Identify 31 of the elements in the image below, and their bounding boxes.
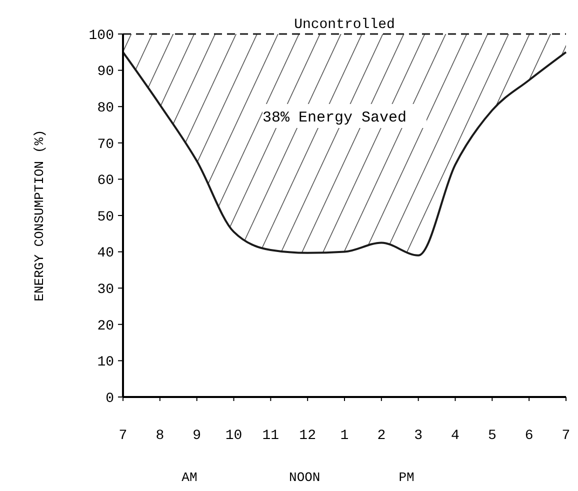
x-tick-label: 10	[225, 428, 242, 444]
y-tick-label: 30	[97, 282, 114, 298]
y-tick-label: 50	[97, 209, 114, 226]
text: PM	[398, 470, 414, 485]
x-tick-label: 7	[562, 428, 570, 444]
ref-line-label: Uncontrolled	[294, 17, 395, 33]
x-tick-label: 6	[524, 428, 534, 444]
y-tick-label: 20	[97, 318, 114, 334]
x-tick-label: 4	[451, 428, 460, 444]
text: NOON	[289, 470, 320, 485]
x-tick-label: 5	[488, 428, 496, 444]
y-tick-label: 10	[97, 354, 114, 371]
x-tick-label: 3	[414, 428, 423, 444]
y-tick-label: 100	[88, 28, 114, 44]
y-tick-label: 60	[97, 173, 114, 190]
y-tick-label: 90	[97, 64, 114, 80]
x-tick-label: 7	[118, 428, 128, 444]
annotation: 38% Energy Saved	[262, 109, 407, 126]
x-tick-label: 12	[299, 428, 316, 444]
line-series	[122, 51, 567, 256]
x-tick-label: 11	[262, 428, 280, 444]
text: AM	[182, 470, 198, 485]
y-tick-label: 70	[97, 136, 114, 153]
y-tick-label: 80	[97, 100, 114, 116]
x-tick-label: 2	[377, 428, 386, 444]
x-tick-label: 8	[156, 428, 164, 444]
y-tick-label: 0	[106, 390, 114, 407]
x-tick-label: 9	[192, 428, 202, 444]
x-tick-label: 1	[340, 428, 349, 444]
y-tick-label: 40	[97, 246, 114, 262]
y-axis-title: ENERGY CONSUMPTION (%)	[32, 130, 47, 302]
